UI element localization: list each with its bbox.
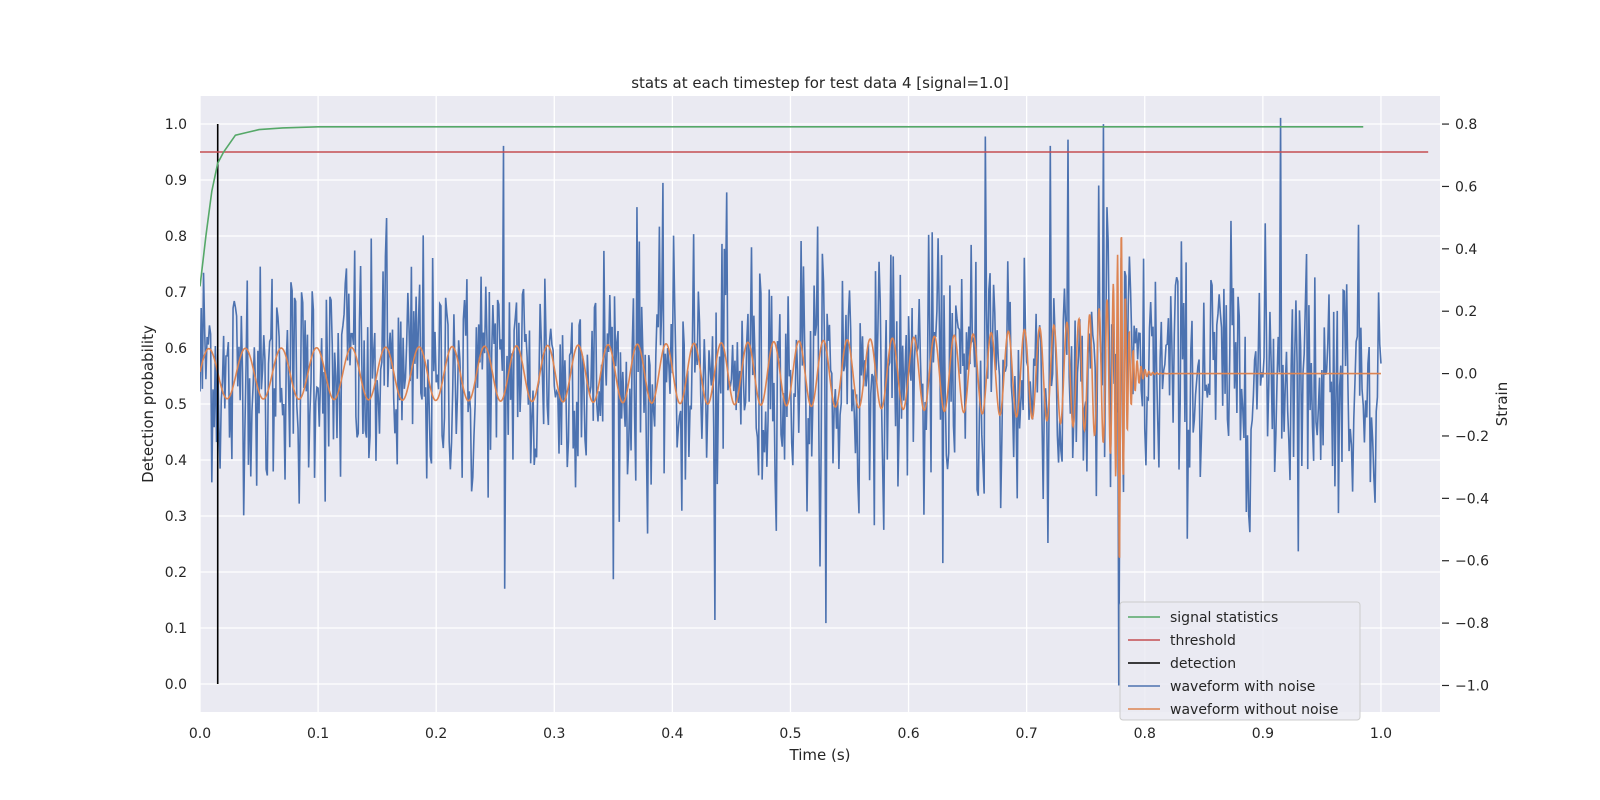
series-line-waveform-with-noise	[200, 117, 1382, 686]
x-tick-label-4: 0.4	[661, 726, 683, 742]
x-axis-label: Time (s)	[789, 746, 851, 764]
x-tick-label-5: 0.5	[779, 726, 801, 742]
legend-label-threshold: threshold	[1170, 633, 1236, 649]
y-tick-label-5: 0.5	[165, 397, 187, 413]
y2-tick-label-9: 0.8	[1455, 117, 1477, 133]
y2-axis-ticks: −1.0 −0.8 −0.6 −0.4 −0.2 0.0 0.2 0.4 0.6 0.8	[1442, 117, 1489, 694]
y2-tick-label-7: 0.4	[1455, 242, 1477, 258]
x-tick-label-6: 0.6	[897, 726, 919, 742]
y-tick-label-4: 0.4	[165, 453, 187, 469]
y-tick-label-1: 0.1	[165, 621, 187, 637]
y-tick-label-7: 0.7	[165, 285, 187, 301]
x-tick-label-10: 1.0	[1370, 726, 1392, 742]
x-axis-ticks: 0.0 0.1 0.2 0.3 0.4 0.5 0.6 0.7 0.8 0.9 1.0	[189, 726, 1392, 742]
y2-tick-label-5: 0.0	[1455, 367, 1477, 383]
x-tick-label-3: 0.3	[543, 726, 565, 742]
x-tick-label-0: 0.0	[189, 726, 211, 742]
y2-tick-label-4: −0.2	[1455, 429, 1489, 445]
y-tick-label-0: 0.0	[165, 677, 187, 693]
y-axis-ticks: 0.0 0.1 0.2 0.3 0.4 0.5 0.6 0.7 0.8 0.9 1.0	[165, 117, 187, 693]
series-line-waveform-without-noise	[200, 236, 1381, 558]
y2-axis-label: Strain	[1493, 382, 1511, 426]
y-tick-label-9: 0.9	[165, 173, 187, 189]
series-layer	[200, 117, 1429, 686]
y2-tick-label-2: −0.6	[1455, 554, 1489, 570]
y-tick-label-8: 0.8	[165, 229, 187, 245]
x-tick-label-1: 0.1	[307, 726, 329, 742]
legend: signal statistics threshold detection wa…	[1119, 601, 1361, 721]
chart-title: stats at each timestep for test data 4 […	[631, 74, 1009, 92]
x-tick-label-9: 0.9	[1252, 726, 1274, 742]
x-tick-label-8: 0.8	[1134, 726, 1156, 742]
legend-label-waveform-with-noise: waveform with noise	[1170, 679, 1315, 695]
y-axis-label: Detection probability	[139, 325, 157, 483]
y-tick-label-10: 1.0	[165, 117, 187, 133]
y-tick-label-2: 0.2	[165, 565, 187, 581]
legend-box	[1119, 601, 1361, 721]
x-tick-label-7: 0.7	[1016, 726, 1038, 742]
y2-tick-label-6: 0.2	[1455, 304, 1477, 320]
y2-tick-label-0: −1.0	[1455, 678, 1489, 694]
y2-tick-label-8: 0.6	[1455, 179, 1477, 195]
legend-label-signal-statistics: signal statistics	[1170, 610, 1278, 626]
y-tick-label-3: 0.3	[165, 509, 187, 525]
legend-label-waveform-without-noise: waveform without noise	[1170, 702, 1338, 718]
x-tick-label-2: 0.2	[425, 726, 447, 742]
y2-tick-label-1: −0.8	[1455, 616, 1489, 632]
y-tick-label-6: 0.6	[165, 341, 187, 357]
legend-label-detection: detection	[1170, 656, 1236, 672]
series-line-signal-statistics	[200, 126, 1364, 287]
y2-tick-label-3: −0.4	[1455, 491, 1489, 507]
